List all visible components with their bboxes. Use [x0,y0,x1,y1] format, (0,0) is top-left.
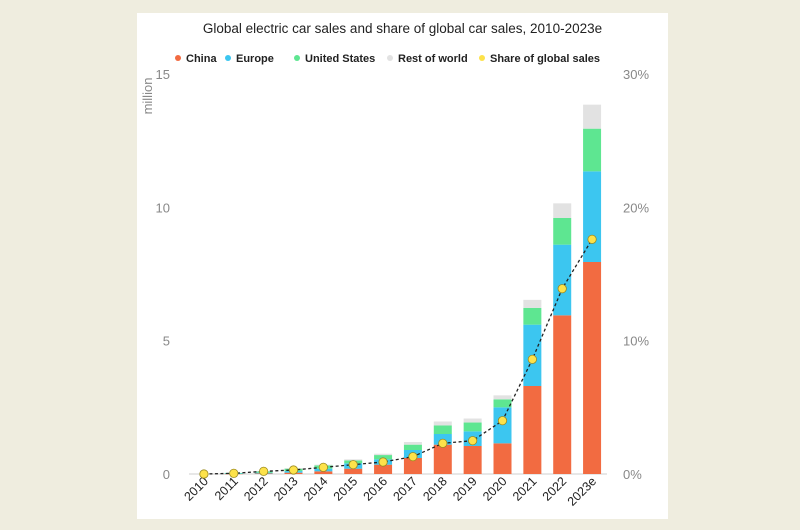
x-tick-label-3: 2013 [271,474,301,504]
bar-2-13 [583,128,602,172]
bar-2-9 [463,422,482,432]
y2-tick-label-2: 20% [623,200,649,215]
y-axis-label: million [140,78,155,115]
x-tick-label-13: 2023e [565,474,600,509]
bar-3-12 [553,203,572,218]
legend-label-1: Europe [236,53,274,65]
share-point-4 [318,462,328,472]
y-tick-label-3: 15 [156,67,170,82]
bar-3-10 [493,395,512,400]
bar-3-7 [403,442,422,445]
bar-0-6 [374,464,393,474]
legend-label-2: United States [305,53,375,65]
share-point-5 [348,460,358,470]
x-tick-label-6: 2016 [361,474,391,504]
x-tick-label-10: 2020 [480,474,510,504]
share-point-3 [288,465,299,475]
bar-0-12 [553,315,572,474]
bar-0-10 [493,443,512,474]
share-point-11 [527,354,537,364]
y2-tick-label-0: 0% [623,467,642,482]
bar-2-8 [433,425,452,434]
share-point-10 [497,416,508,426]
bar-3-5 [344,459,363,461]
bar-3-9 [463,418,482,423]
share-point-12 [557,284,567,294]
bar-3-6 [374,453,393,456]
x-tick-label-8: 2018 [420,474,450,504]
chart-title: Global electric car sales and share of g… [202,21,603,36]
bar-1-13 [583,171,602,262]
bar-1-12 [553,244,572,316]
bar-3-11 [523,299,542,308]
bar-0-9 [463,446,482,474]
legend-marker-4 [479,55,485,61]
chart-card: Global electric car sales and share of g… [137,13,668,519]
x-tick-label-7: 2017 [390,474,420,504]
share-line [203,238,593,475]
x-tick-label-2: 2012 [241,474,271,504]
share-point-1 [229,468,239,478]
bar-0-7 [403,458,422,474]
legend-marker-3 [387,55,393,61]
legend-label-0: China [186,53,217,65]
bar-2-10 [493,399,512,408]
x-tick-label-11: 2021 [510,474,540,504]
bar-2-12 [553,218,572,245]
y2-tick-label-1: 10% [623,334,649,349]
x-tick-label-9: 2019 [450,474,480,504]
y-tick-label-1: 5 [163,334,170,349]
y-tick-label-0: 0 [163,467,170,482]
bar-2-6 [374,455,393,460]
x-tick-label-5: 2015 [331,474,361,504]
x-tick-label-1: 2011 [212,474,241,503]
bar-0-5 [344,468,363,474]
bar-0-4 [314,471,333,474]
share-point-13 [587,234,597,244]
share-point-9 [468,436,478,446]
y-tick-label-2: 10 [156,200,170,215]
y2-tick-label-3: 30% [623,67,649,82]
bar-2-7 [403,444,422,450]
bar-0-8 [433,444,452,474]
share-point-7 [408,452,418,462]
share-point-0 [199,469,209,479]
legend-label-3: Rest of world [398,53,468,65]
bar-0-11 [523,386,542,474]
x-tick-label-0: 2010 [181,474,211,504]
x-tick-label-4: 2014 [301,474,331,504]
share-point-8 [438,438,448,448]
bar-3-13 [583,104,602,129]
legend-marker-0 [175,55,181,61]
share-point-6 [378,457,388,467]
bar-3-8 [433,421,452,426]
bar-2-11 [523,307,542,325]
bar-0-13 [583,262,602,474]
chart-svg: China Europe United States Rest of world Sha… [140,53,649,509]
legend-label-4: Share of global sales [490,53,600,65]
legend-marker-1 [225,55,231,61]
legend-marker-2 [294,55,300,61]
share-point-2 [259,466,269,476]
bar-1-10 [493,407,512,444]
